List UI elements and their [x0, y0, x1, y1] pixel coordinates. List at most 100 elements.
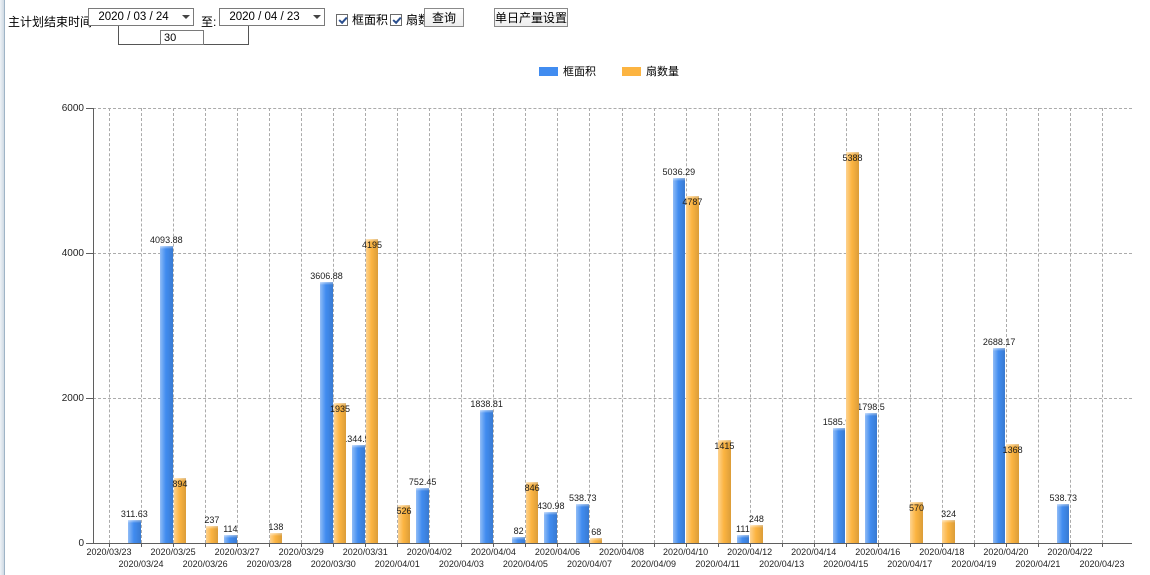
- window-left-edge: [0, 0, 5, 575]
- gridline-vertical: [173, 108, 175, 543]
- x-axis-tick: [685, 543, 687, 547]
- x-axis-tick: [461, 543, 463, 547]
- x-axis-tick: [109, 543, 111, 547]
- gridline-vertical: [397, 108, 399, 543]
- date-range-connector-line: [118, 26, 119, 44]
- bar-frame-area: [320, 281, 333, 544]
- gridline-vertical: [1037, 108, 1039, 543]
- end-date-picker[interactable]: 2020 / 04 / 23: [219, 8, 325, 26]
- bar-fan-count: [205, 525, 219, 544]
- legend-swatch-fan-count: [622, 66, 641, 76]
- y-axis: [93, 108, 94, 543]
- gridline-vertical: [589, 108, 591, 543]
- x-axis-label: 2020/04/08: [598, 547, 645, 557]
- x-axis-label: 2020/04/03: [438, 559, 484, 569]
- daily-output-settings-button-label: 单日产量设置: [495, 11, 568, 25]
- y-axis-label: 2000: [61, 393, 84, 404]
- bar-value-label: 5388: [842, 153, 863, 164]
- gridline-vertical: [141, 108, 143, 543]
- x-axis-tick: [1037, 543, 1039, 547]
- x-axis-label: 2020/04/19: [951, 559, 997, 569]
- x-axis-label: 2020/04/22: [1047, 547, 1093, 557]
- gridline-vertical: [1005, 108, 1007, 543]
- bar-value-label: 4787: [682, 196, 703, 207]
- bar-value-label: 1798.5: [857, 401, 885, 412]
- gridline-vertical: [429, 108, 431, 543]
- bar-value-label: 1415: [714, 441, 735, 452]
- x-axis-label: 2020/04/21: [1015, 559, 1061, 569]
- x-axis-label: 2020/03/27: [214, 547, 260, 557]
- bar-frame-area: [128, 520, 141, 543]
- bar-frame-area: [672, 177, 686, 544]
- bar-fan-count: [269, 532, 283, 543]
- gridline-horizontal: [93, 398, 1132, 399]
- x-axis-label: 2020/04/20: [983, 547, 1029, 557]
- gridline-horizontal: [93, 108, 1132, 109]
- bar-value-label: 538.73: [1049, 492, 1077, 503]
- y-axis-tick: [86, 108, 93, 109]
- chevron-down-icon[interactable]: [178, 9, 193, 25]
- x-axis-label: 2020/04/04: [470, 547, 516, 557]
- bar-fan-count: [910, 501, 923, 544]
- bar-fan-count: [397, 504, 411, 544]
- x-axis: [93, 543, 1132, 544]
- gridline-vertical: [1101, 108, 1103, 543]
- bar-value-label: 1368: [1002, 444, 1023, 455]
- bar-value-label: 237: [204, 514, 220, 525]
- gridline-vertical: [685, 108, 687, 543]
- end-time-label: 主计划结束时间:: [8, 15, 96, 29]
- x-axis-label: 2020/03/23: [86, 547, 132, 557]
- frame-area-checkbox-label: 框面积: [352, 13, 389, 27]
- x-axis-label: 2020/04/23: [1079, 559, 1125, 569]
- gridline-vertical: [525, 108, 527, 543]
- chevron-down-icon[interactable]: [309, 9, 324, 25]
- x-axis-label: 2020/03/29: [278, 547, 324, 557]
- query-button-label: 查询: [431, 11, 456, 25]
- bar-fan-count: [846, 152, 859, 543]
- bar-frame-area: [544, 511, 557, 544]
- checkbox-checked-icon[interactable]: [336, 13, 348, 26]
- bar-value-label: 114: [223, 523, 238, 534]
- bar-fan-count: [365, 238, 379, 544]
- checkbox-checked-icon[interactable]: [390, 13, 402, 26]
- x-axis-tick: [653, 543, 655, 547]
- y-axis-label: 6000: [61, 103, 84, 114]
- bar-value-label: 1344.95: [342, 434, 375, 445]
- gridline-vertical: [877, 108, 879, 543]
- x-axis-tick: [973, 543, 975, 547]
- gridline-vertical: [557, 108, 559, 543]
- gridline-vertical: [1069, 108, 1071, 543]
- bar-fan-count: [750, 525, 763, 543]
- query-button[interactable]: 查询: [424, 8, 464, 27]
- x-axis-label: 2020/03/24: [118, 559, 164, 569]
- date-range-connector-line: [248, 26, 249, 44]
- x-axis-tick: [493, 543, 495, 547]
- gridline-vertical: [461, 108, 463, 543]
- bar-frame-area: [512, 537, 525, 543]
- bar-value-label: 82: [513, 526, 524, 537]
- bar-fan-count: [525, 481, 539, 544]
- x-axis-label: 2020/04/12: [727, 547, 773, 557]
- daily-output-settings-button[interactable]: 单日产量设置: [494, 8, 568, 27]
- bar-fan-count: [333, 402, 347, 544]
- x-axis-tick: [877, 543, 879, 547]
- x-axis-tick: [429, 543, 431, 547]
- x-axis-tick: [845, 543, 847, 547]
- x-axis-label: 2020/04/15: [823, 559, 869, 569]
- bar-frame-area: [864, 412, 878, 544]
- gridline-vertical: [973, 108, 975, 543]
- bar-fan-count: [1006, 443, 1019, 544]
- bar-frame-area: [1056, 503, 1070, 544]
- x-axis-label: 2020/04/14: [791, 547, 837, 557]
- gridline-vertical: [749, 108, 751, 543]
- days-between-input[interactable]: [160, 30, 204, 45]
- frame-area-checkbox[interactable]: 框面积: [336, 11, 388, 28]
- y-axis-tick: [86, 253, 93, 254]
- bar-frame-area: [224, 534, 237, 544]
- x-axis-label: 2020/04/11: [695, 559, 740, 569]
- start-date-picker[interactable]: 2020 / 03 / 24: [88, 8, 194, 26]
- x-axis-label: 2020/04/05: [502, 559, 548, 569]
- bar-value-label: 324: [941, 508, 957, 519]
- gridline-vertical: [237, 108, 239, 543]
